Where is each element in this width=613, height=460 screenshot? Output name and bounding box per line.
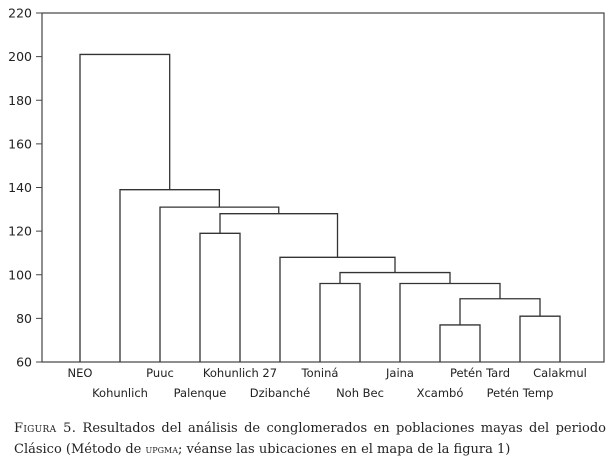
- y-tick-label: 60: [16, 355, 32, 370]
- leaf-label: Petén Tard: [450, 366, 510, 380]
- y-tick-label: 200: [8, 49, 32, 64]
- leaf-label: Kohunlich: [92, 386, 148, 400]
- leaf-label: Calakmul: [533, 366, 587, 380]
- leaf-label: Puuc: [146, 366, 174, 380]
- dendrogram-links: [79, 53, 561, 362]
- leaf-label: NEO: [68, 366, 93, 380]
- y-tick-label: 100: [8, 267, 32, 282]
- y-axis: 60 80 100 120 140 160 180 200 220: [8, 6, 42, 370]
- caption-method: upgma: [145, 443, 178, 456]
- y-tick-label: 140: [8, 180, 32, 195]
- leaf-label: Kohunlich 27: [203, 366, 277, 380]
- dendrogram-link: [519, 315, 561, 362]
- y-tick-label: 220: [8, 6, 32, 21]
- dendrogram-link: [339, 271, 451, 284]
- leaf-label: Dzibanché: [250, 386, 310, 400]
- dendrogram-link: [459, 298, 541, 325]
- y-tick-label: 80: [16, 311, 32, 326]
- dendrogram-link: [219, 213, 339, 258]
- leaf-label: Palenque: [174, 386, 227, 400]
- dendrogram-link: [119, 189, 221, 362]
- leaf-label: Petén Temp: [487, 386, 554, 400]
- leaf-label: Toniná: [301, 366, 339, 380]
- figure-label: Figura 5.: [14, 421, 77, 436]
- y-tick-label: 160: [8, 136, 32, 151]
- leaf-label: Noh Bec: [336, 386, 384, 400]
- leaf-label: Jaina: [385, 366, 414, 380]
- plot-frame: [41, 12, 605, 363]
- caption-text-before: Resultados del análisis de conglomerados…: [14, 421, 606, 457]
- figure-caption: Figura 5. Resultados del análisis de con…: [14, 418, 606, 460]
- dendrogram-link: [199, 232, 241, 362]
- dendrogram-chart: 60 80 100 120 140 160 180 200 220 NEO Kohunlich Pu…: [8, 6, 605, 400]
- caption-text-after: ; véanse las ubicaciones en el mapa de l…: [177, 442, 511, 457]
- leaf-label: Xcambó: [417, 386, 464, 400]
- dendrogram-link: [79, 53, 171, 362]
- y-tick-label: 120: [8, 224, 32, 239]
- dendrogram-link: [439, 324, 481, 362]
- y-tick-label: 180: [8, 93, 32, 108]
- dendrogram-link: [319, 282, 361, 362]
- dendrogram-link: [399, 282, 501, 362]
